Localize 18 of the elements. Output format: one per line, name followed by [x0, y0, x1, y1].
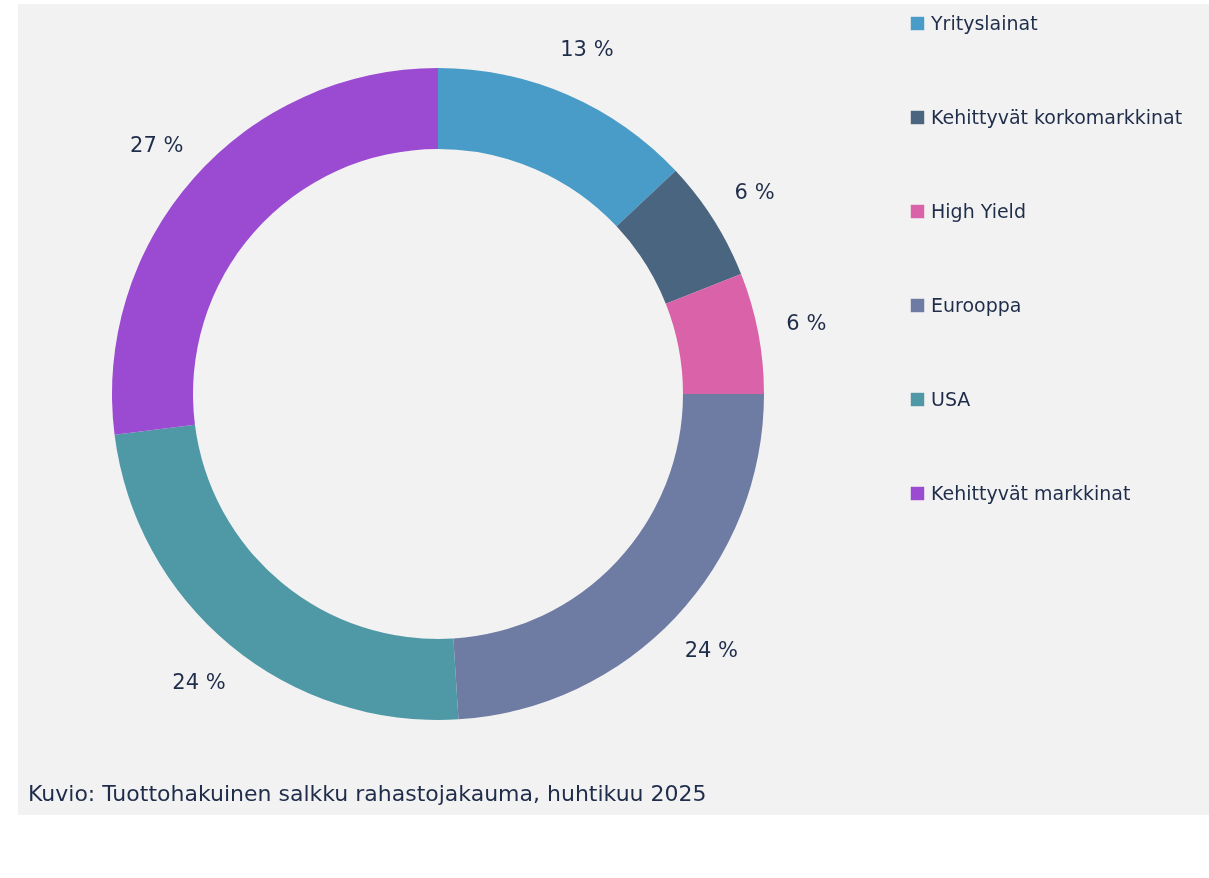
- data-label: 6 %: [734, 180, 775, 205]
- legend-label: Kehittyvät markkinat: [931, 481, 1131, 504]
- donut-slice: [453, 394, 764, 720]
- donut-slice: [114, 424, 459, 720]
- legend-label: Yrityslainat: [930, 11, 1038, 34]
- legend-label: USA: [931, 387, 971, 410]
- data-label: 6 %: [786, 310, 827, 335]
- data-label: 27 %: [130, 133, 184, 158]
- data-label: 24 %: [684, 637, 739, 662]
- legend-label: Kehittyvät korkomarkkinat: [931, 105, 1183, 128]
- legend-label: Eurooppa: [931, 293, 1022, 316]
- text: Kuvio: Tuottohakuinen salkku rahastojakauma, huhtikuu 2025: [28, 781, 707, 806]
- data-label: 24 %: [172, 669, 226, 694]
- data-label: 13 %: [560, 36, 614, 61]
- donut-slice: [438, 68, 676, 227]
- legend-label: High Yield: [931, 199, 1026, 222]
- donut-slice: [665, 273, 764, 394]
- donut-slice: [112, 68, 438, 435]
